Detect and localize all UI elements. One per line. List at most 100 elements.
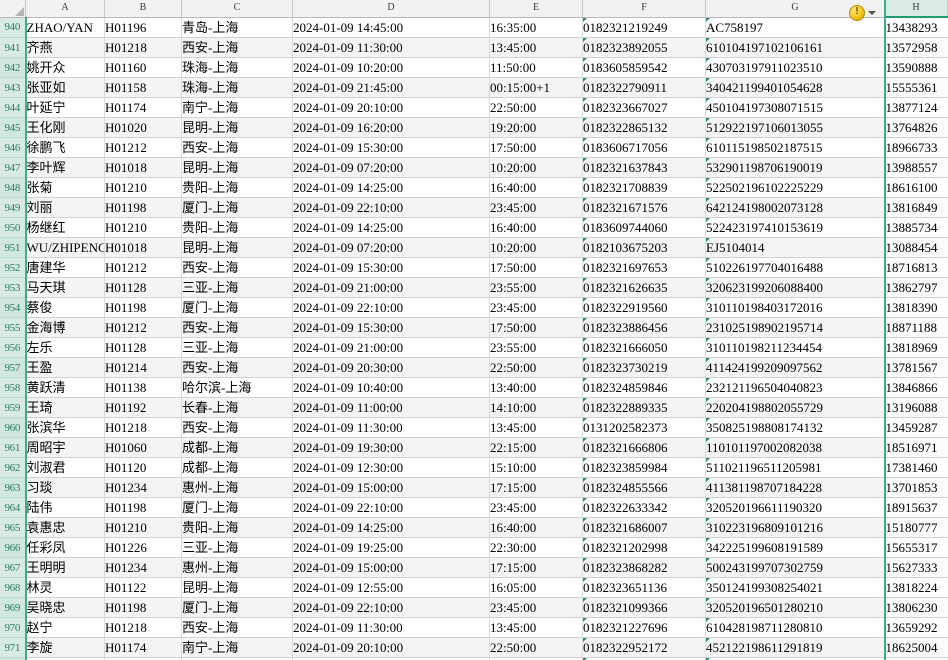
cell-arrival-time[interactable]: 17:15:00 bbox=[489, 557, 583, 578]
cell-ticket-number[interactable]: 0182323730219 bbox=[582, 357, 706, 378]
cell-phone-number[interactable]: 13806230 bbox=[883, 597, 948, 618]
cell-arrival-time[interactable]: 19:20:00 bbox=[489, 117, 583, 138]
cell-passenger-name[interactable]: 王化刚 bbox=[25, 117, 105, 138]
row-number[interactable]: 962 bbox=[0, 457, 27, 478]
cell-passenger-name[interactable]: 黄跃清 bbox=[25, 377, 105, 398]
cell-route[interactable]: 贵阳-上海 bbox=[181, 217, 293, 238]
cell-phone-number[interactable]: 13659292 bbox=[883, 617, 948, 638]
cell-passenger-name[interactable]: 叶延宁 bbox=[25, 97, 105, 118]
table-row[interactable]: 970 赵宁 H01218 西安-上海 2024-01-09 11:30:00 13:45… bbox=[0, 617, 948, 638]
cell-flight-code[interactable]: H01198 bbox=[104, 297, 182, 318]
cell-arrival-time[interactable]: 16:35:00 bbox=[489, 17, 583, 38]
cell-departure-datetime[interactable]: 2024-01-09 15:30:00 bbox=[292, 317, 490, 338]
cell-flight-code[interactable]: H01174 bbox=[104, 637, 182, 658]
cell-departure-datetime[interactable]: 2024-01-09 21:00:00 bbox=[292, 277, 490, 298]
table-row[interactable]: 941 齐燕 H01218 西安-上海 2024-01-09 11:30:00 13:45… bbox=[0, 37, 948, 58]
row-number[interactable]: 965 bbox=[0, 517, 27, 538]
cell-route[interactable]: 厦门-上海 bbox=[181, 597, 293, 618]
cell-phone-number[interactable]: 13764826 bbox=[883, 117, 948, 138]
cell-flight-code[interactable]: H01234 bbox=[104, 557, 182, 578]
cell-id-number[interactable]: 452122198611291819 bbox=[705, 637, 885, 658]
column-header-e[interactable]: E bbox=[489, 0, 583, 18]
cell-departure-datetime[interactable]: 2024-01-09 16:20:00 bbox=[292, 117, 490, 138]
cell-arrival-time[interactable]: 10:20:00 bbox=[489, 157, 583, 178]
cell-route[interactable]: 珠海-上海 bbox=[181, 77, 293, 98]
cell-flight-code[interactable]: H01210 bbox=[104, 217, 182, 238]
cell-ticket-number[interactable]: 0183606717056 bbox=[582, 137, 706, 158]
cell-departure-datetime[interactable]: 2024-01-09 20:30:00 bbox=[292, 357, 490, 378]
cell-id-number[interactable]: 340421199401054628 bbox=[705, 77, 885, 98]
cell-passenger-name[interactable]: 张滨华 bbox=[25, 417, 105, 438]
cell-id-number[interactable]: 510226197704016488 bbox=[705, 257, 885, 278]
cell-passenger-name[interactable]: 王琦 bbox=[25, 397, 105, 418]
cell-flight-code[interactable]: H01212 bbox=[104, 137, 182, 158]
cell-departure-datetime[interactable]: 2024-01-09 11:00:00 bbox=[292, 397, 490, 418]
cell-departure-datetime[interactable]: 2024-01-09 10:40:00 bbox=[292, 377, 490, 398]
cell-ticket-number[interactable]: 0182321202998 bbox=[582, 537, 706, 558]
cell-phone-number[interactable]: 18616100 bbox=[883, 177, 948, 198]
cell-phone-number[interactable]: 13988557 bbox=[883, 157, 948, 178]
cell-route[interactable]: 西安-上海 bbox=[181, 257, 293, 278]
cell-id-number[interactable]: 320623199206088400 bbox=[705, 277, 885, 298]
cell-passenger-name[interactable]: 栾雯 bbox=[25, 657, 105, 660]
table-row[interactable]: 965 袁惠忠 H01210 贵阳-上海 2024-01-09 14:25:00 16:4… bbox=[0, 517, 948, 538]
cell-passenger-name[interactable]: 吴晓忠 bbox=[25, 597, 105, 618]
row-number[interactable]: 969 bbox=[0, 597, 27, 618]
row-number[interactable]: 951 bbox=[0, 237, 27, 258]
cell-route[interactable]: 南宁-上海 bbox=[181, 97, 293, 118]
cell-flight-code[interactable]: H01234 bbox=[104, 657, 182, 660]
cell-flight-code[interactable]: H01210 bbox=[104, 177, 182, 198]
cell-phone-number[interactable]: 17381460 bbox=[883, 457, 948, 478]
cell-arrival-time[interactable]: 17:15:00 bbox=[489, 477, 583, 498]
cell-departure-datetime[interactable]: 2024-01-09 19:25:00 bbox=[292, 537, 490, 558]
row-number[interactable]: 954 bbox=[0, 297, 27, 318]
cell-departure-datetime[interactable]: 2024-01-09 20:10:00 bbox=[292, 637, 490, 658]
column-header-h[interactable]: H bbox=[884, 0, 948, 18]
cell-route[interactable]: 惠州-上海 bbox=[181, 477, 293, 498]
chevron-down-icon[interactable] bbox=[868, 11, 876, 15]
cell-id-number[interactable]: 310223196809101216 bbox=[705, 517, 885, 538]
row-number[interactable]: 967 bbox=[0, 557, 27, 578]
column-header-b[interactable]: B bbox=[104, 0, 182, 18]
table-row[interactable]: 955 金海博 H01212 西安-上海 2024-01-09 15:30:00 17:5… bbox=[0, 317, 948, 338]
cell-id-number[interactable]: 350825198808174132 bbox=[705, 417, 885, 438]
cell-passenger-name[interactable]: 左乐 bbox=[25, 337, 105, 358]
cell-ticket-number[interactable]: 0182321666050 bbox=[582, 337, 706, 358]
spreadsheet-rows[interactable]: 940 ZHAO/YAN H01196 青岛-上海 2024-01-09 14:45:0… bbox=[0, 17, 948, 660]
cell-route[interactable]: 三亚-上海 bbox=[181, 337, 293, 358]
cell-route[interactable]: 珠海-上海 bbox=[181, 57, 293, 78]
cell-departure-datetime[interactable]: 2024-01-09 07:20:00 bbox=[292, 157, 490, 178]
cell-departure-datetime[interactable]: 2024-01-09 11:30:00 bbox=[292, 617, 490, 638]
cell-ticket-number[interactable]: 0182323886456 bbox=[582, 317, 706, 338]
cell-ticket-number[interactable]: 0131202582373 bbox=[582, 417, 706, 438]
cell-flight-code[interactable]: H01198 bbox=[104, 197, 182, 218]
cell-phone-number[interactable]: 18915637 bbox=[883, 497, 948, 518]
cell-departure-datetime[interactable]: 2024-01-09 15:00:00 bbox=[292, 557, 490, 578]
cell-departure-datetime[interactable]: 2024-01-09 22:10:00 bbox=[292, 597, 490, 618]
cell-phone-number[interactable]: 13459287 bbox=[883, 417, 948, 438]
cell-arrival-time[interactable]: 22:50:00 bbox=[489, 97, 583, 118]
cell-arrival-time[interactable]: 13:45:00 bbox=[489, 417, 583, 438]
column-header-c[interactable]: C bbox=[181, 0, 293, 18]
cell-flight-code[interactable]: H01212 bbox=[104, 317, 182, 338]
cell-flight-code[interactable]: H01018 bbox=[104, 237, 182, 258]
cell-phone-number[interactable]: 15555361 bbox=[883, 77, 948, 98]
cell-id-number[interactable]: 512922197106013055 bbox=[705, 117, 885, 138]
cell-route[interactable]: 厦门-上海 bbox=[181, 497, 293, 518]
table-row[interactable]: 958 黄跃清 H01138 哈尔滨-上海 2024-01-09 10:40:00 13:… bbox=[0, 377, 948, 398]
cell-ticket-number[interactable]: 4793608991872 bbox=[582, 657, 706, 660]
cell-passenger-name[interactable]: 齐燕 bbox=[25, 37, 105, 58]
cell-ticket-number[interactable]: 0182321671576 bbox=[582, 197, 706, 218]
cell-phone-number[interactable]: 13818224 bbox=[883, 577, 948, 598]
row-number[interactable]: 953 bbox=[0, 277, 27, 298]
row-number[interactable]: 971 bbox=[0, 637, 27, 658]
cell-arrival-time[interactable]: 22:50:00 bbox=[489, 637, 583, 658]
cell-passenger-name[interactable]: 袁惠忠 bbox=[25, 517, 105, 538]
cell-id-number[interactable]: 610428198711280810 bbox=[705, 617, 885, 638]
row-number[interactable]: 963 bbox=[0, 477, 27, 498]
row-number[interactable]: 940 bbox=[0, 17, 27, 38]
table-row[interactable]: 969 吴晓忠 H01198 厦门-上海 2024-01-09 22:10:00 23:4… bbox=[0, 597, 948, 618]
cell-id-number[interactable]: 232121196504040823 bbox=[705, 377, 885, 398]
